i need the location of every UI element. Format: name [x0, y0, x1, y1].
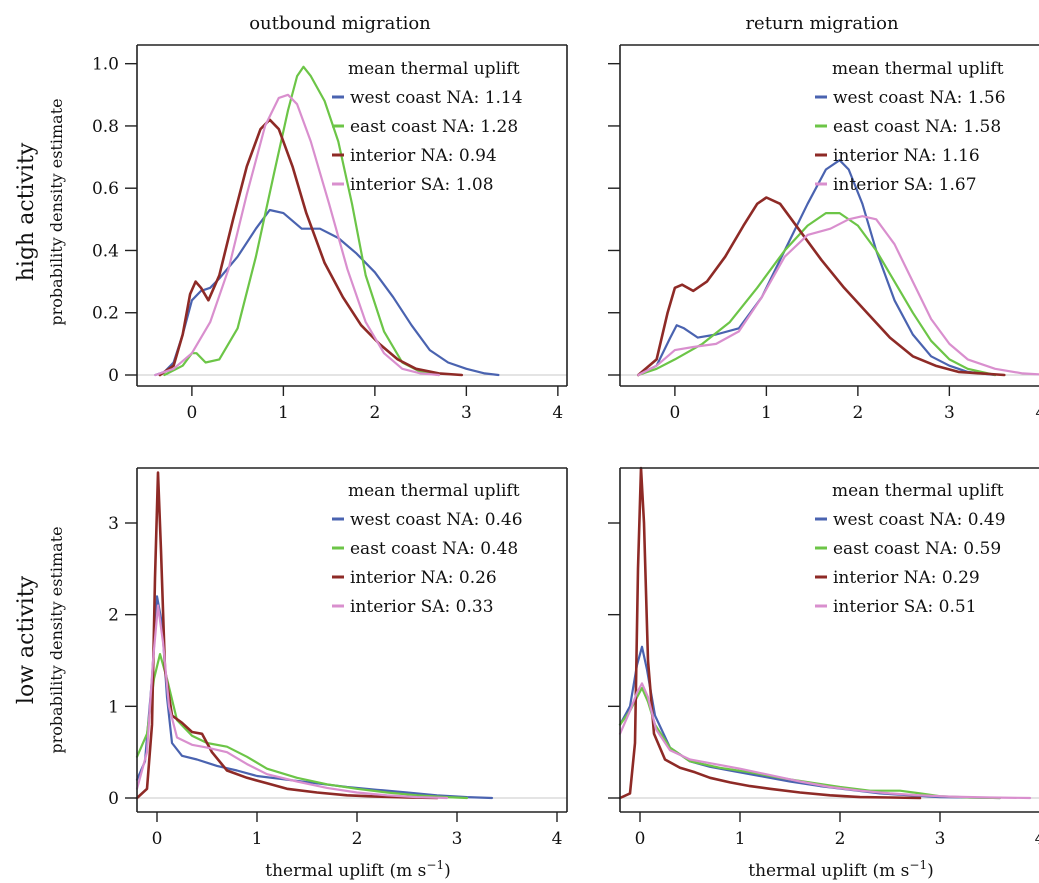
y-tick-label: 2: [108, 606, 119, 626]
series-line-west-coast-na: [135, 595, 494, 800]
legend-entry: interior NA: 0.26: [350, 568, 497, 588]
legend-title: mean thermal uplift: [832, 481, 1004, 501]
series-line-interior-sa: [618, 682, 1032, 800]
y-tick-label: 1: [108, 697, 119, 717]
legend-entry: interior SA: 0.51: [833, 597, 977, 617]
x-tick-label: 0: [186, 403, 197, 423]
series-line-interior-na: [135, 471, 439, 800]
series-line-interior-sa: [135, 604, 449, 800]
legend-entry: east coast NA: 0.48: [350, 539, 518, 559]
x-tick-label: 4: [1035, 829, 1039, 849]
row-subtitle-low-activity: probability density estimate: [47, 526, 66, 753]
y-tick-label: 1.0: [92, 55, 119, 75]
row-subtitle-high-activity: probability density estimate: [47, 98, 66, 325]
x-tick-label: 1: [735, 829, 746, 849]
y-tick-label: 0.6: [92, 179, 119, 199]
series-line-interior-na: [158, 118, 464, 377]
y-tick-label: 0.4: [92, 241, 119, 261]
row-title-high-activity: high activity: [14, 142, 39, 281]
series-line-east-coast-na: [618, 686, 1002, 800]
x-tick-label: 0: [669, 403, 680, 423]
y-tick-label: 0.2: [92, 304, 119, 324]
series-line-east-coast-na: [637, 212, 997, 377]
y-tick-label: 3: [108, 514, 119, 534]
x-tick-label: 1: [761, 403, 772, 423]
series-line-interior-sa: [637, 215, 1039, 377]
column-title-outbound: outbound migration: [249, 13, 431, 34]
series-line-east-coast-na: [163, 65, 440, 377]
series-line-interior-na: [618, 466, 922, 800]
legend-entry: interior NA: 0.94: [350, 146, 497, 166]
x-tick-label: 0: [152, 829, 163, 849]
x-tick-label: 4: [552, 403, 563, 423]
legend-entry: interior SA: 1.08: [350, 175, 494, 195]
legend-entry: east coast NA: 0.59: [833, 539, 1001, 559]
x-tick-label: 4: [1035, 403, 1039, 423]
series-line-west-coast-na: [637, 159, 997, 377]
y-tick-label: 0: [108, 366, 119, 386]
y-tick-label: 0.8: [92, 117, 119, 137]
panel-outbound-low: 0 1 2 3 4 0 1 2 3 mean thermal uplift west coast N…: [108, 467, 568, 849]
legend-title: mean thermal uplift: [348, 481, 520, 501]
column-title-return: return migration: [745, 13, 899, 34]
legend-entry: west coast NA: 0.49: [833, 510, 1006, 530]
series-line-east-coast-na: [135, 653, 469, 800]
x-tick-label: 0: [635, 829, 646, 849]
x-tick-label: 2: [352, 829, 363, 849]
legend: mean thermal uplift west coast NA: 0.46 ea…: [332, 481, 523, 617]
x-tick-label: 2: [369, 403, 380, 423]
x-axis-label-right: thermal uplift (m s−1): [748, 858, 934, 881]
series-line-interior-sa: [154, 93, 440, 377]
legend: mean thermal uplift west coast NA: 1.56 ea…: [815, 59, 1006, 195]
legend-entry: east coast NA: 1.28: [350, 117, 518, 137]
x-tick-label: 1: [252, 829, 263, 849]
legend-entry: interior NA: 0.29: [833, 568, 980, 588]
legend: mean thermal uplift west coast NA: 0.49 ea…: [815, 481, 1006, 617]
series-line-interior-na: [637, 196, 1006, 377]
legend-title: mean thermal uplift: [348, 59, 520, 79]
series-line-west-coast-na: [154, 208, 500, 377]
x-tick-label: 2: [835, 829, 846, 849]
x-tick-label: 2: [852, 403, 863, 423]
panel-outbound-high: 0 1 2 3 4 0 0.2 0.4 0.6 0.8 1.0 mean thermal uplift…: [92, 44, 568, 423]
x-tick-label: 3: [944, 403, 955, 423]
x-tick-label: 1: [278, 403, 289, 423]
legend-entry: west coast NA: 1.14: [350, 88, 523, 108]
row-title-low-activity: low activity: [14, 575, 39, 704]
panel-return-high: 0 1 2 3 4 mean thermal uplift west coast NA: 1…: [608, 44, 1039, 423]
legend-entry: interior SA: 1.67: [833, 175, 977, 195]
legend-entry: interior NA: 1.16: [833, 146, 980, 166]
x-tick-label: 4: [552, 829, 563, 849]
legend-entry: east coast NA: 1.58: [833, 117, 1001, 137]
y-tick-label: 0: [108, 789, 119, 809]
legend-title: mean thermal uplift: [832, 59, 1004, 79]
x-tick-label: 3: [935, 829, 946, 849]
x-tick-label: 3: [461, 403, 472, 423]
panel-return-low: 0 1 2 3 4 mean thermal uplift west coast NA: 0…: [608, 466, 1039, 849]
legend-entry: interior SA: 0.33: [350, 597, 494, 617]
legend-entry: west coast NA: 0.46: [350, 510, 523, 530]
x-tick-label: 3: [452, 829, 463, 849]
panels-group: 0 1 2 3 4 0 0.2 0.4 0.6 0.8 1.0 mean thermal uplift…: [92, 44, 1039, 849]
x-axis-label-left: thermal uplift (m s−1): [265, 858, 451, 881]
legend: mean thermal uplift west coast NA: 1.14 ea…: [332, 59, 523, 195]
legend-entry: west coast NA: 1.56: [833, 88, 1006, 108]
series-line-west-coast-na: [618, 645, 1002, 800]
